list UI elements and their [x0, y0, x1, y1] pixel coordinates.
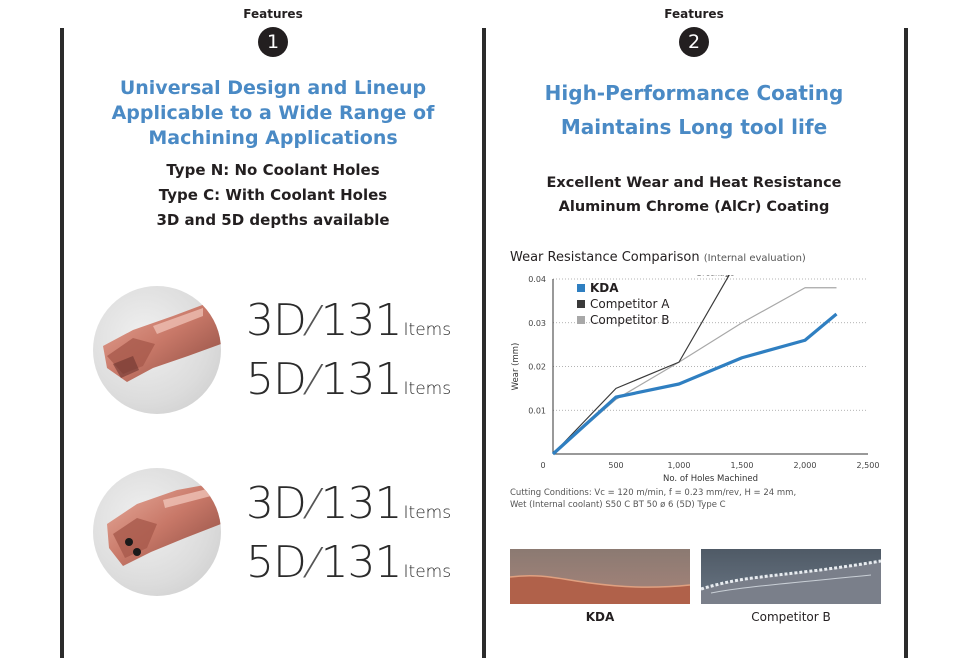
y-tick-label: 0.02 — [528, 363, 546, 372]
legend-label: Competitor A — [590, 297, 670, 311]
cutting-conditions-line: Wet (Internal coolant) S50 C BT 50 ø 6 (… — [510, 500, 726, 510]
x-tick-label: 500 — [608, 461, 623, 470]
drill-illustration — [103, 298, 221, 382]
wear-chart: 0.01 0.02 0.03 0.04 0 500 1,000 1,500 2,000 2,500… — [511, 275, 880, 484]
item-count: 131 — [320, 537, 403, 588]
item-unit: Items — [403, 503, 452, 523]
y-axis-label: Wear (mm) — [511, 343, 521, 391]
x-tick-label: 2,000 — [794, 461, 817, 470]
item-unit: Items — [403, 320, 452, 340]
feature2-label: Features — [664, 7, 724, 21]
feature2-title-line: Maintains Long tool life — [560, 115, 828, 139]
kda-wear-photo — [510, 549, 690, 604]
series-line-kda — [551, 312, 838, 456]
series-line-competitor-a — [552, 275, 730, 455]
competitor-b-photo-image — [701, 549, 881, 604]
slash-divider: ⁄ — [309, 541, 317, 587]
left-border — [60, 28, 64, 658]
chart-title-note: (Internal evaluation) — [703, 253, 806, 264]
depth-label: 5D — [246, 537, 307, 588]
item-unit: Items — [403, 562, 452, 582]
x-tick-label: 0 — [540, 461, 545, 470]
feature1-number-badge: 1 — [258, 27, 288, 57]
x-axis-label: No. of Holes Machined — [663, 474, 758, 484]
feature1-title-line: Machining Applications — [148, 127, 398, 149]
competitor-b-photo-caption: Competitor B — [751, 610, 831, 624]
slash-divider: ⁄ — [309, 299, 317, 345]
slash-divider: ⁄ — [309, 358, 317, 404]
competitor-b-wear-photo — [701, 549, 881, 604]
chart-title-text: Wear Resistance Comparison — [510, 250, 700, 265]
cutting-conditions-line: Cutting Conditions: Vc = 120 m/min, f = … — [510, 488, 797, 498]
lineup-row: 5D ⁄131 Items — [246, 354, 451, 405]
feature1-label: Features — [243, 7, 303, 21]
right-border — [904, 28, 908, 658]
feature1-subtitle: Type N: No Coolant Holes Type C: With Co… — [100, 158, 446, 233]
drill-type-n-image — [93, 286, 221, 414]
drill-illustration — [107, 482, 221, 566]
breakage-annotation: Breakage — [697, 275, 735, 277]
chart-title: Wear Resistance Comparison (Internal eva… — [510, 250, 806, 265]
feature2-number-badge: 2 — [679, 27, 709, 57]
feature1-title-line: Universal Design and Lineup — [119, 77, 427, 99]
depth-label: 3D — [246, 478, 307, 529]
legend-swatch — [577, 316, 585, 324]
feature1-title: Universal Design and Lineup Applicable t… — [100, 76, 446, 151]
kda-photo-image — [510, 549, 690, 604]
y-tick-label: 0.01 — [528, 406, 546, 415]
drill-type-c-image — [93, 468, 221, 596]
item-unit: Items — [403, 379, 452, 399]
feature2-subtitle: Excellent Wear and Heat Resistance Alumi… — [515, 171, 873, 219]
lineup-row: 5D ⁄131 Items — [246, 537, 451, 588]
lineup-row: 3D ⁄131 Items — [246, 295, 451, 346]
lineup-row: 3D ⁄131 Items — [246, 478, 451, 529]
kda-photo-caption: KDA — [585, 610, 615, 624]
slash-divider: ⁄ — [309, 482, 317, 528]
legend-swatch — [577, 284, 585, 292]
depth-label: 5D — [246, 354, 307, 405]
x-tick-label: 2,500 — [857, 461, 880, 470]
y-tick-label: 0.03 — [528, 319, 546, 328]
item-count: 131 — [320, 295, 403, 346]
feature1-sub-line: 3D and 5D depths available — [156, 211, 390, 229]
feature2-sub-line: Excellent Wear and Heat Resistance — [546, 175, 842, 191]
item-count: 131 — [320, 478, 403, 529]
feature2-title: High-Performance Coating Maintains Long … — [515, 76, 873, 144]
legend-label: Competitor B — [590, 313, 669, 327]
feature1-title-line: Applicable to a Wide Range of — [111, 102, 435, 124]
x-tick-label: 1,000 — [668, 461, 691, 470]
x-tick-label: 1,500 — [731, 461, 754, 470]
feature1-sub-line: Type C: With Coolant Holes — [158, 186, 388, 204]
feature1-sub-line: Type N: No Coolant Holes — [166, 161, 380, 179]
feature2-sub-line: Aluminum Chrome (AlCr) Coating — [558, 199, 830, 215]
center-border-left — [482, 28, 486, 658]
item-count: 131 — [320, 354, 403, 405]
legend-label: KDA — [590, 281, 619, 295]
feature2-title-line: High-Performance Coating — [544, 81, 844, 105]
legend-swatch — [577, 300, 585, 308]
y-tick-label: 0.04 — [528, 275, 546, 284]
depth-label: 3D — [246, 295, 307, 346]
